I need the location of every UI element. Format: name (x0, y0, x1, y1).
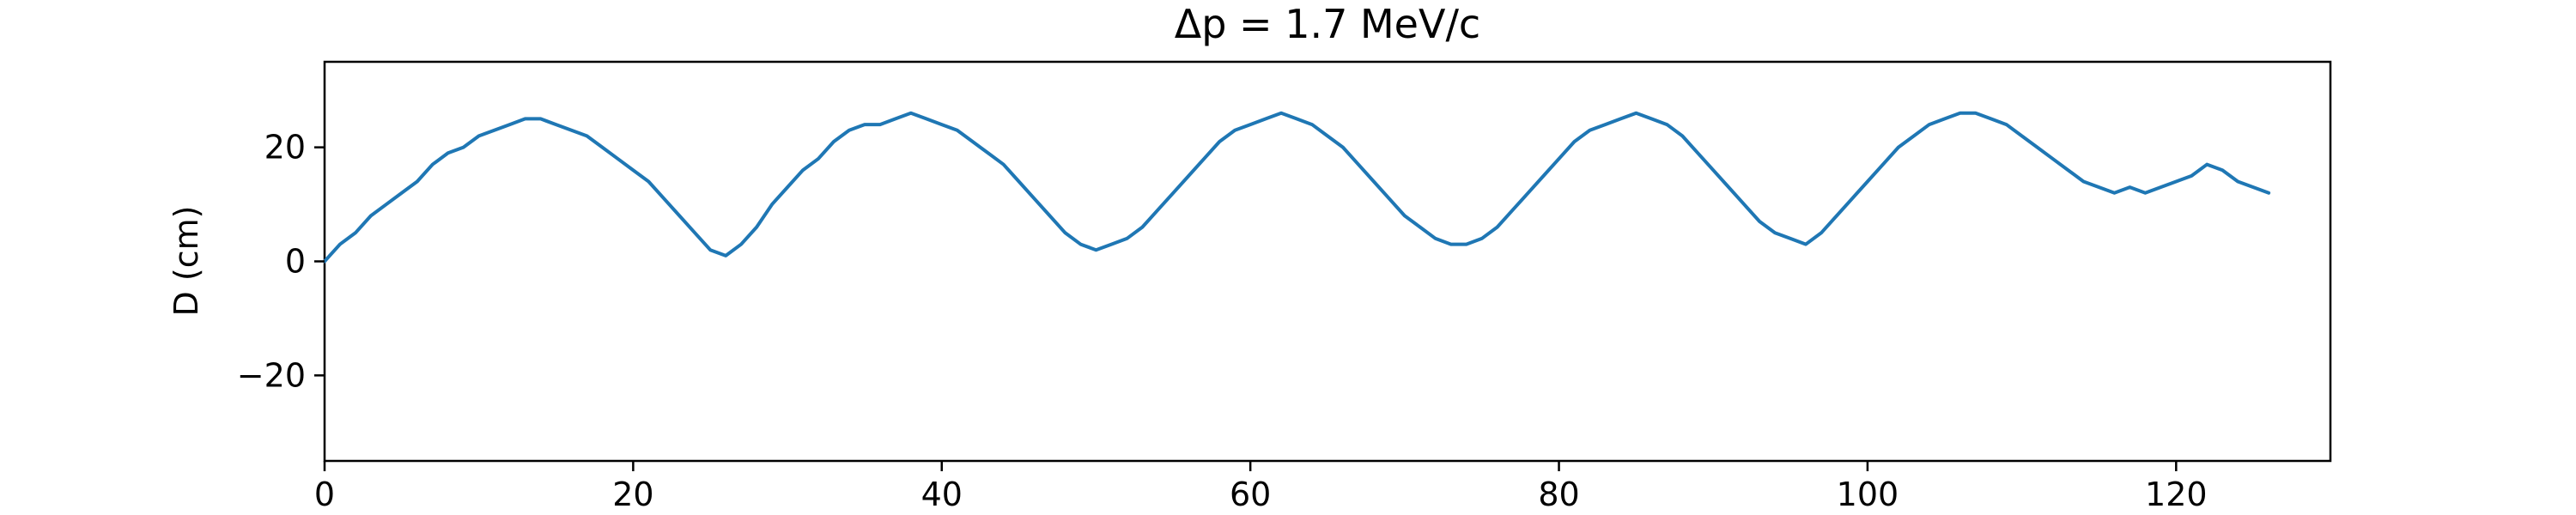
x-tick-label: 120 (2145, 476, 2208, 513)
plot-frame (323, 60, 2332, 463)
x-tick-label: 100 (1837, 476, 1899, 513)
series-layer (323, 111, 2271, 264)
series-line-0 (323, 111, 2271, 264)
x-tick-label: 20 (612, 476, 653, 513)
y-tick-label: −20 (237, 356, 306, 394)
y-tick-label: 0 (285, 243, 306, 281)
x-tick-label: 60 (1230, 476, 1271, 513)
y-axis-label: D (cm) (167, 206, 205, 317)
x-tick-label: 40 (921, 476, 963, 513)
y-tick-label: 20 (264, 129, 306, 167)
y-axis: −20 0 20 (237, 129, 325, 394)
x-tick-label: 80 (1538, 476, 1579, 513)
chart-title: Δp = 1.7 MeV/c (1175, 1, 1480, 47)
x-axis: 0 20 40 60 80 100 120 (314, 461, 2208, 513)
x-tick-label: 0 (314, 476, 335, 513)
plot-area (323, 60, 2332, 463)
